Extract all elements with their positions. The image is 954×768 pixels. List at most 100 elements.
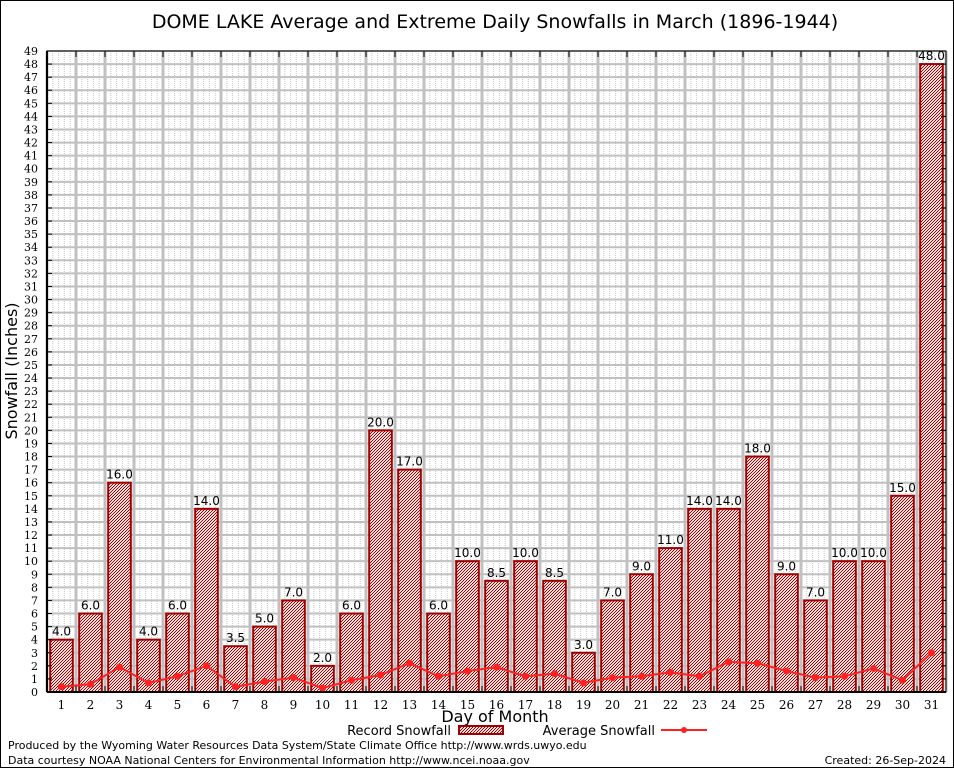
y-tick-label: 44 [24, 110, 38, 123]
average-point-day-20 [609, 674, 616, 682]
average-point-day-7 [232, 683, 239, 691]
data-label-day-29: 10.0 [860, 546, 887, 560]
x-tick-label: 1 [58, 698, 66, 712]
y-tick-label: 31 [24, 280, 38, 293]
y-tick-label: 2 [31, 660, 38, 673]
y-tick-label: 9 [31, 568, 38, 581]
average-point-day-8 [261, 678, 268, 686]
average-point-day-1 [58, 683, 65, 691]
y-tick-label: 42 [24, 137, 38, 150]
chart-title: DOME LAKE Average and Extreme Daily Snow… [152, 11, 838, 33]
data-label-day-5: 6.0 [168, 599, 187, 613]
data-label-day-7: 3.5 [226, 631, 245, 645]
data-label-day-22: 11.0 [657, 533, 684, 547]
data-label-day-16: 8.5 [487, 566, 506, 580]
bar-record-day-17 [513, 560, 538, 693]
data-label-day-11: 6.0 [342, 599, 361, 613]
data-label-day-30: 15.0 [889, 481, 916, 495]
data-label-day-21: 9.0 [632, 559, 651, 573]
y-tick-label: 14 [24, 503, 38, 516]
average-point-day-27 [812, 674, 819, 682]
x-tick-label: 26 [779, 698, 794, 712]
x-tick-label: 18 [547, 698, 562, 712]
bar-record-day-30 [890, 494, 915, 693]
x-tick-label: 16 [489, 698, 504, 712]
legend-record-label: Record Snowfall [347, 724, 451, 739]
data-label-day-2: 6.0 [81, 599, 100, 613]
y-tick-label: 24 [24, 372, 38, 385]
y-tick-label: 28 [24, 320, 38, 333]
data-label-day-19: 3.0 [574, 638, 593, 652]
y-tick-label: 49 [24, 45, 38, 58]
average-point-day-12 [377, 671, 384, 679]
average-point-day-9 [290, 674, 297, 682]
y-ticks: 0123456789101112131415161718192021222324… [24, 45, 946, 699]
data-label-day-23: 14.0 [686, 494, 713, 508]
footer-produced-by: Produced by the Wyoming Water Resources … [8, 739, 587, 752]
x-tick-label: 19 [576, 698, 591, 712]
bar-record-day-16 [484, 579, 509, 694]
x-tick-label: 8 [261, 698, 269, 712]
data-label-day-24: 14.0 [715, 494, 742, 508]
data-label-day-14: 6.0 [429, 599, 448, 613]
y-tick-label: 13 [24, 516, 38, 529]
x-axis-label: Day of Month [441, 707, 548, 726]
data-label-day-17: 10.0 [512, 546, 539, 560]
y-tick-label: 20 [24, 424, 38, 437]
average-point-day-4 [145, 679, 152, 687]
y-tick-label: 22 [24, 398, 38, 411]
y-tick-label: 25 [24, 359, 38, 372]
y-tick-label: 36 [24, 215, 38, 228]
footer-data-courtesy: Data courtesy NOAA National Centers for … [8, 754, 530, 767]
axes [46, 50, 947, 693]
x-tick-label: 24 [721, 698, 737, 712]
bar-record-day-3 [107, 481, 132, 693]
y-tick-label: 43 [24, 123, 38, 136]
average-point-day-29 [870, 664, 877, 672]
data-label-day-31: 48.0 [918, 49, 945, 63]
y-tick-label: 39 [24, 176, 38, 189]
data-label-day-18: 8.5 [545, 566, 564, 580]
y-tick-label: 37 [24, 202, 38, 215]
x-tick-label: 6 [203, 698, 211, 712]
y-tick-label: 16 [24, 477, 38, 490]
x-tick-label: 13 [402, 698, 417, 712]
y-tick-label: 21 [24, 411, 38, 424]
x-tick-label: 23 [692, 698, 707, 712]
y-tick-label: 17 [24, 464, 38, 477]
y-tick-label: 15 [24, 490, 38, 503]
y-tick-label: 1 [31, 673, 38, 686]
data-labels: 4.0 6.0 16.0 4.0 6.0 14.0 3.5 5.0 7.0 2.0 6.0 20.0 1… [52, 49, 945, 665]
x-tick-label: 11 [344, 698, 359, 712]
average-point-day-18 [551, 670, 558, 678]
x-tick-label: 21 [634, 698, 649, 712]
average-point-day-25 [754, 659, 761, 667]
data-label-day-12: 20.0 [367, 415, 394, 429]
y-tick-label: 48 [24, 58, 38, 71]
bars [49, 63, 944, 694]
average-point-day-5 [174, 672, 181, 680]
x-tick-label: 28 [837, 698, 852, 712]
y-tick-label: 19 [24, 437, 38, 450]
y-axis-label: Snowfall (Inches) [2, 302, 21, 439]
y-tick-label: 3 [31, 647, 38, 660]
y-tick-label: 26 [24, 346, 38, 359]
y-tick-label: 32 [24, 267, 38, 280]
x-tick-label: 31 [924, 698, 939, 712]
bar-record-day-31 [919, 63, 944, 694]
data-label-day-3: 16.0 [106, 468, 133, 482]
y-tick-label: 30 [24, 294, 38, 307]
data-label-day-26: 9.0 [777, 559, 796, 573]
y-tick-label: 29 [24, 307, 38, 320]
x-ticks: 1 2 3 4 5 6 7 8 9 10 11 12 13 14 15 16 17 18 19 20 21 22 23 24 2… [58, 51, 947, 712]
x-tick-label: 29 [866, 698, 881, 712]
y-tick-label: 11 [24, 542, 38, 555]
average-point-day-21 [638, 672, 645, 680]
y-tick-label: 5 [31, 621, 38, 634]
y-tick-label: 47 [24, 71, 38, 84]
bar-record-day-12 [368, 429, 393, 693]
data-label-day-15: 10.0 [454, 546, 481, 560]
data-label-day-10: 2.0 [313, 651, 332, 665]
x-tick-label: 27 [808, 698, 823, 712]
